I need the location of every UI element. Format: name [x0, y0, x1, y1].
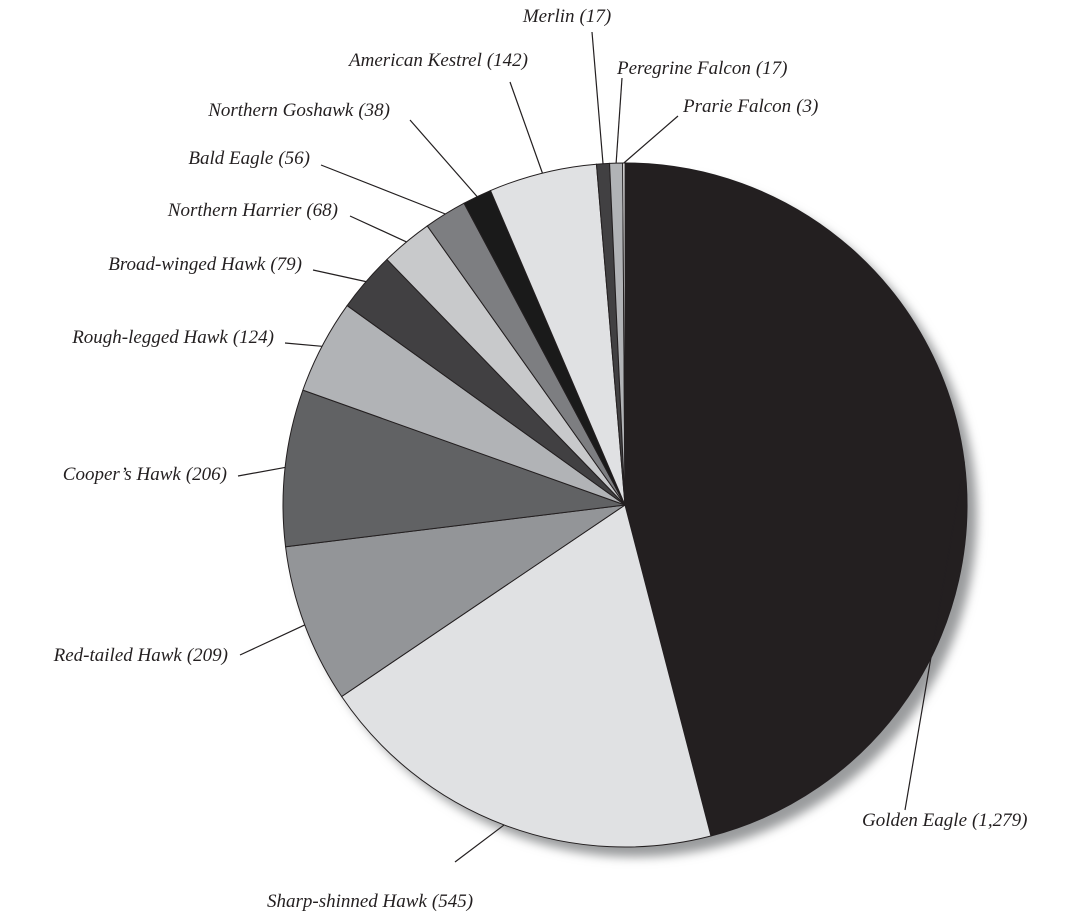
leader-line — [312, 269, 367, 283]
slice-label: Prarie Falcon (3) — [682, 96, 818, 117]
category-name: Prarie Falcon — [682, 96, 791, 117]
slice-label: Golden Eagle (1,279) — [862, 810, 1027, 831]
value-label: (209) — [187, 645, 228, 666]
slice-label: Red-tailed Hawk (209) — [53, 645, 228, 666]
leader-line — [320, 164, 446, 215]
value-label: (17) — [580, 6, 612, 27]
value-label: (17) — [756, 58, 788, 79]
slice-label: Cooper’s Hawk (206) — [63, 464, 227, 485]
value-label: (79) — [270, 254, 302, 275]
leader-line — [284, 342, 323, 347]
leader-line — [509, 81, 543, 174]
category-name: Northern Harrier — [167, 200, 302, 221]
value-label: (142) — [487, 50, 528, 71]
category-name: Bald Eagle — [188, 148, 273, 169]
pie-slice — [285, 504, 626, 698]
category-name: Northern Goshawk — [207, 100, 354, 121]
category-name: Cooper’s Hawk — [63, 464, 182, 485]
leader-line — [591, 31, 604, 164]
leader-line — [237, 466, 286, 477]
leader-line — [409, 119, 478, 198]
value-label: (3) — [796, 96, 818, 117]
slice-label: Broad-winged Hawk (79) — [108, 254, 302, 275]
category-name: Rough-legged Hawk — [71, 327, 228, 348]
leader-line — [239, 624, 305, 656]
value-label: (56) — [278, 148, 310, 169]
slice-label: Merlin (17) — [522, 6, 611, 27]
leader-line — [623, 115, 679, 164]
slice-label: Peregrine Falcon (17) — [616, 58, 788, 79]
slice-label: Rough-legged Hawk (124) — [71, 327, 274, 348]
category-name: Sharp-shinned Hawk — [267, 891, 427, 912]
category-name: Red-tailed Hawk — [53, 645, 183, 666]
leader-line — [904, 461, 965, 811]
value-label: (1,279) — [972, 810, 1027, 831]
category-name: Broad-winged Hawk — [108, 254, 266, 275]
slice-label: Bald Eagle (56) — [188, 148, 310, 169]
value-label: (124) — [233, 327, 274, 348]
leader-line — [349, 215, 407, 243]
value-label: (206) — [186, 464, 227, 485]
value-label: (545) — [432, 891, 473, 912]
leader-line — [615, 77, 623, 164]
pie-slice — [282, 389, 626, 548]
value-label: (68) — [306, 200, 338, 221]
slice-label: Sharp-shinned Hawk (545) — [267, 891, 473, 912]
slice-label: Northern Harrier (68) — [167, 200, 338, 221]
slice-label: Northern Goshawk (38) — [207, 100, 390, 121]
leader-line — [454, 824, 505, 863]
category-name: Merlin — [522, 6, 575, 27]
value-label: (38) — [358, 100, 390, 121]
category-name: American Kestrel — [347, 50, 482, 71]
slice-label: American Kestrel (142) — [347, 50, 528, 71]
category-name: Golden Eagle — [862, 810, 967, 831]
category-name: Peregrine Falcon — [616, 58, 751, 79]
